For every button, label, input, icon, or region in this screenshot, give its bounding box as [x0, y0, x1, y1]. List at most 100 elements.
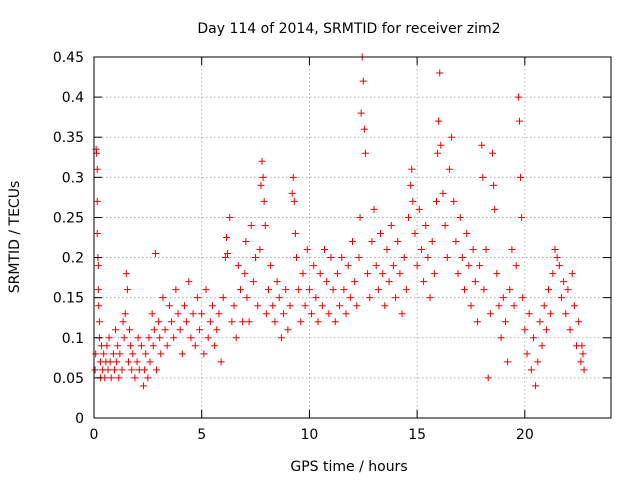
- data-point: [364, 270, 372, 278]
- data-point: [301, 302, 309, 310]
- data-point: [452, 238, 460, 246]
- data-point: [146, 358, 154, 366]
- data-point: [140, 382, 148, 390]
- data-point: [465, 262, 473, 270]
- data-point: [490, 181, 498, 189]
- data-point: [176, 326, 184, 334]
- data-point: [504, 358, 512, 366]
- data-point: [144, 374, 152, 382]
- data-point: [284, 326, 292, 334]
- data-point: [340, 286, 348, 294]
- data-point: [120, 334, 128, 342]
- data-point: [426, 294, 434, 302]
- grid-lines: [94, 57, 611, 418]
- data-point: [155, 318, 163, 326]
- data-point: [495, 302, 503, 310]
- data-point: [450, 197, 458, 205]
- data-point: [93, 229, 101, 237]
- x-tick-label: 15: [408, 427, 426, 443]
- data-point: [400, 254, 408, 262]
- data-point: [262, 310, 270, 318]
- data-point: [545, 286, 553, 294]
- y-tick-label: 0.05: [53, 371, 84, 387]
- data-point: [456, 213, 464, 221]
- data-point: [514, 93, 522, 101]
- data-point: [411, 229, 419, 237]
- data-point: [374, 286, 382, 294]
- data-point: [499, 294, 507, 302]
- data-point: [534, 358, 542, 366]
- x-tick-label: 20: [516, 427, 534, 443]
- data-point: [413, 262, 421, 270]
- data-point: [170, 334, 178, 342]
- data-point: [361, 149, 369, 157]
- data-point: [385, 278, 393, 286]
- data-point: [163, 342, 171, 350]
- data-point: [547, 310, 555, 318]
- y-tick-label: 0.35: [53, 130, 84, 146]
- tick-labels: 0 0.05 0.1 0.15 0.2 0.25 0.3 0.35 0.4 0.45 0 5 10 15 2…: [53, 50, 534, 443]
- y-tick-label: 0.1: [62, 331, 84, 347]
- data-point: [168, 318, 176, 326]
- y-tick-label: 0.3: [62, 170, 84, 186]
- data-point: [476, 262, 484, 270]
- data-point: [292, 254, 300, 262]
- data-point: [232, 334, 240, 342]
- data-point: [366, 294, 374, 302]
- data-point: [379, 270, 387, 278]
- data-point: [394, 238, 402, 246]
- data-point: [312, 294, 320, 302]
- data-point: [106, 358, 114, 366]
- data-point: [224, 250, 232, 258]
- data-point: [389, 262, 397, 270]
- data-point: [555, 262, 563, 270]
- data-point: [217, 358, 225, 366]
- data-point: [356, 213, 364, 221]
- data-point: [482, 246, 490, 254]
- data-point: [512, 262, 520, 270]
- data-point: [105, 334, 113, 342]
- data-point: [103, 342, 111, 350]
- data-point: [501, 318, 509, 326]
- data-point: [180, 302, 188, 310]
- data-point: [515, 117, 523, 125]
- data-point: [484, 374, 492, 382]
- data-point: [575, 318, 583, 326]
- data-point: [243, 294, 251, 302]
- data-point: [381, 302, 389, 310]
- data-point: [109, 350, 117, 358]
- data-point: [368, 238, 376, 246]
- data-point: [157, 350, 165, 358]
- data-point: [398, 310, 406, 318]
- data-points: [91, 53, 588, 390]
- data-point: [297, 318, 305, 326]
- data-point: [174, 310, 182, 318]
- data-point: [557, 294, 565, 302]
- data-point: [126, 326, 134, 334]
- data-point: [491, 205, 499, 213]
- data-point: [551, 246, 559, 254]
- data-point: [191, 342, 199, 350]
- data-point: [95, 318, 103, 326]
- data-point: [308, 310, 316, 318]
- data-point: [211, 342, 219, 350]
- x-axis-label: GPS time / hours: [290, 459, 407, 475]
- data-point: [338, 254, 346, 262]
- data-point: [497, 334, 505, 342]
- data-point: [336, 302, 344, 310]
- data-point: [123, 286, 131, 294]
- data-point: [532, 382, 540, 390]
- data-point: [228, 318, 236, 326]
- data-point: [189, 310, 197, 318]
- data-point: [299, 270, 307, 278]
- data-point: [527, 366, 535, 374]
- data-point: [112, 326, 120, 334]
- data-point: [405, 213, 413, 221]
- data-point: [93, 165, 101, 173]
- y-tick-label: 0.25: [53, 210, 84, 226]
- data-point: [540, 302, 548, 310]
- x-tick-label: 5: [197, 427, 206, 443]
- data-point: [355, 254, 363, 262]
- data-point: [289, 173, 297, 181]
- data-point: [478, 141, 486, 149]
